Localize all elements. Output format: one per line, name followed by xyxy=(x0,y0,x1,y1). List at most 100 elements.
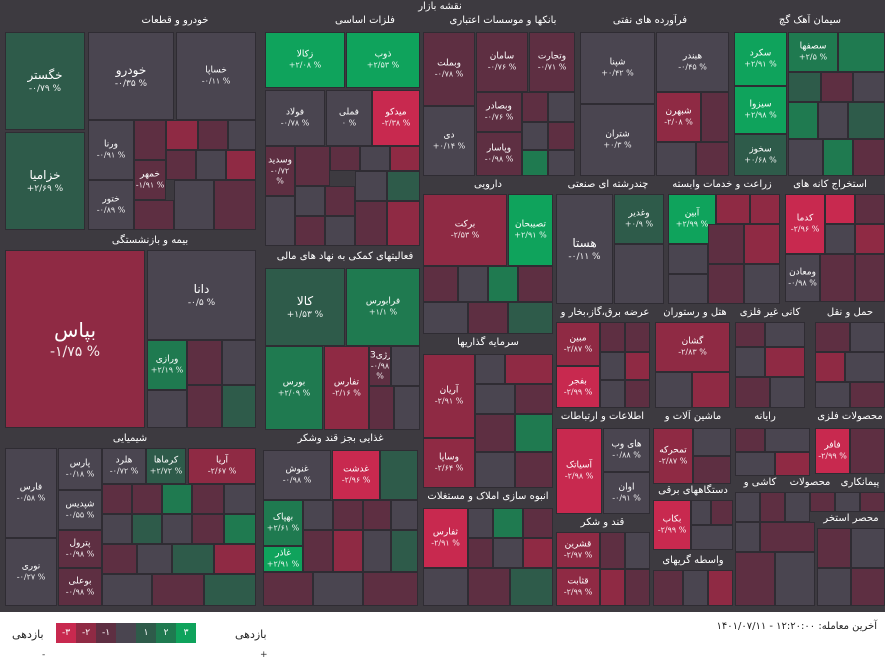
stock-tile[interactable]: کرماها +۲/۷۲ % xyxy=(146,448,186,484)
stock-tile[interactable]: سصفها +۲/۵ % xyxy=(788,32,838,72)
stock-tile[interactable] xyxy=(333,500,363,530)
stock-tile[interactable] xyxy=(850,382,885,408)
stock-tile[interactable] xyxy=(102,484,132,514)
stock-tile[interactable] xyxy=(838,32,885,72)
stock-tile[interactable]: غدشت -۲/۹۶ % xyxy=(332,450,380,500)
stock-tile[interactable]: خگستر -۰/۷۹ % xyxy=(5,32,85,130)
stock-tile[interactable]: غنوش -۰/۹۸ % xyxy=(263,450,331,500)
stock-tile[interactable] xyxy=(222,340,256,385)
stock-tile[interactable] xyxy=(187,340,222,385)
stock-tile[interactable] xyxy=(166,120,198,150)
stock-tile[interactable] xyxy=(823,139,853,176)
stock-tile[interactable]: خمهر -۱/۹۱ % xyxy=(134,160,166,200)
stock-tile[interactable]: خساپا -۰/۱۱ % xyxy=(176,32,256,120)
stock-tile[interactable] xyxy=(735,522,760,552)
stock-tile[interactable] xyxy=(394,386,420,430)
stock-tile[interactable]: اوان -۰/۹۱ % xyxy=(603,472,650,514)
stock-tile[interactable] xyxy=(765,428,810,452)
stock-tile[interactable] xyxy=(708,224,744,264)
stock-tile[interactable] xyxy=(263,572,313,606)
stock-tile[interactable]: وغدیر +۰/۹ % xyxy=(614,194,664,244)
stock-tile[interactable] xyxy=(174,180,214,230)
stock-tile[interactable]: بوعلی -۰/۹۸ % xyxy=(58,568,102,606)
stock-tile[interactable] xyxy=(817,528,851,568)
stock-tile[interactable]: نوری -۰/۲۷ % xyxy=(5,538,57,606)
stock-tile[interactable]: میدکو -۲/۳۸ % xyxy=(372,90,420,146)
stock-tile[interactable] xyxy=(708,264,744,304)
stock-tile[interactable] xyxy=(391,346,420,386)
stock-tile[interactable] xyxy=(625,322,650,352)
stock-tile[interactable]: وسدید -۰/۷۲ % xyxy=(265,146,295,196)
stock-tile[interactable] xyxy=(363,572,418,606)
stock-tile[interactable] xyxy=(691,525,733,550)
stock-tile[interactable] xyxy=(198,120,228,150)
stock-tile[interactable]: بهپاک +۲/۶۱ % xyxy=(263,500,303,546)
stock-tile[interactable] xyxy=(765,347,805,377)
stock-tile[interactable] xyxy=(820,254,855,302)
stock-tile[interactable] xyxy=(855,254,885,302)
stock-tile[interactable] xyxy=(102,574,152,606)
stock-tile[interactable] xyxy=(775,452,810,476)
stock-tile[interactable]: ورازی +۲/۱۹ % xyxy=(147,340,187,390)
stock-tile[interactable]: وبصادر -۰/۷۶ % xyxy=(476,92,522,132)
stock-tile[interactable] xyxy=(468,302,508,334)
stock-tile[interactable]: برکت -۲/۵۳ % xyxy=(423,194,507,266)
stock-tile[interactable] xyxy=(458,266,488,302)
stock-tile[interactable] xyxy=(765,322,805,347)
stock-tile[interactable]: های وب -۰/۸۸ % xyxy=(603,428,650,472)
stock-tile[interactable]: پارس -۰/۱۸ % xyxy=(58,448,102,490)
stock-tile[interactable] xyxy=(701,92,729,142)
stock-tile[interactable] xyxy=(851,528,885,568)
stock-tile[interactable] xyxy=(625,569,650,606)
stock-tile[interactable] xyxy=(360,146,390,171)
stock-tile[interactable] xyxy=(493,508,523,538)
stock-tile[interactable]: وپاسار -۰/۹۸ % xyxy=(476,132,522,176)
stock-tile[interactable] xyxy=(825,194,855,224)
stock-tile[interactable] xyxy=(600,322,625,352)
stock-tile[interactable] xyxy=(788,139,823,176)
stock-tile[interactable] xyxy=(166,150,196,180)
stock-tile[interactable] xyxy=(735,452,775,476)
stock-tile[interactable] xyxy=(655,372,692,408)
stock-tile[interactable] xyxy=(614,244,664,304)
stock-tile[interactable] xyxy=(196,150,226,180)
stock-tile[interactable] xyxy=(152,574,204,606)
stock-tile[interactable] xyxy=(692,372,730,408)
stock-tile[interactable] xyxy=(187,385,222,428)
stock-tile[interactable] xyxy=(600,569,625,606)
stock-tile[interactable]: فولاد -۰/۷۸ % xyxy=(265,90,325,146)
stock-tile[interactable] xyxy=(423,266,458,302)
stock-tile[interactable] xyxy=(851,568,885,606)
stock-tile[interactable] xyxy=(548,92,575,122)
stock-tile[interactable]: وبملت -۰/۷۸ % xyxy=(423,32,475,106)
stock-tile[interactable] xyxy=(214,180,256,230)
stock-tile[interactable] xyxy=(330,146,360,171)
stock-tile[interactable]: فرابورس +۱/۱ % xyxy=(346,268,420,346)
stock-tile[interactable] xyxy=(788,72,821,102)
stock-tile[interactable]: شبهرن -۲/۰۸ % xyxy=(656,92,701,142)
stock-tile[interactable]: فملی ۰ % xyxy=(326,90,372,146)
stock-tile[interactable]: فافر -۲/۹۹ % xyxy=(815,428,850,474)
stock-tile[interactable]: وساپا -۲/۶۴ % xyxy=(423,438,475,488)
stock-tile[interactable] xyxy=(475,452,515,488)
stock-tile[interactable] xyxy=(518,266,553,302)
stock-tile[interactable] xyxy=(192,514,224,544)
stock-tile[interactable] xyxy=(788,102,818,139)
stock-tile[interactable] xyxy=(785,492,810,522)
stock-tile[interactable]: بورس +۲/۰۹ % xyxy=(265,346,323,430)
stock-tile[interactable] xyxy=(369,386,394,430)
stock-tile[interactable] xyxy=(508,302,553,334)
stock-tile[interactable]: تصیبحان +۲/۹۱ % xyxy=(508,194,553,266)
stock-tile[interactable] xyxy=(691,500,711,525)
stock-tile[interactable]: مبین -۲/۸۷ % xyxy=(556,322,600,366)
stock-tile[interactable] xyxy=(224,484,256,514)
stock-tile[interactable] xyxy=(134,120,166,160)
stock-tile[interactable] xyxy=(355,171,387,201)
stock-tile[interactable] xyxy=(855,194,885,224)
stock-tile[interactable] xyxy=(265,196,295,246)
stock-tile[interactable] xyxy=(475,384,515,414)
stock-tile[interactable] xyxy=(735,322,765,347)
stock-tile[interactable] xyxy=(102,544,137,574)
stock-tile[interactable] xyxy=(137,544,172,574)
stock-tile[interactable]: قشرین -۲/۹۷ % xyxy=(556,532,600,568)
